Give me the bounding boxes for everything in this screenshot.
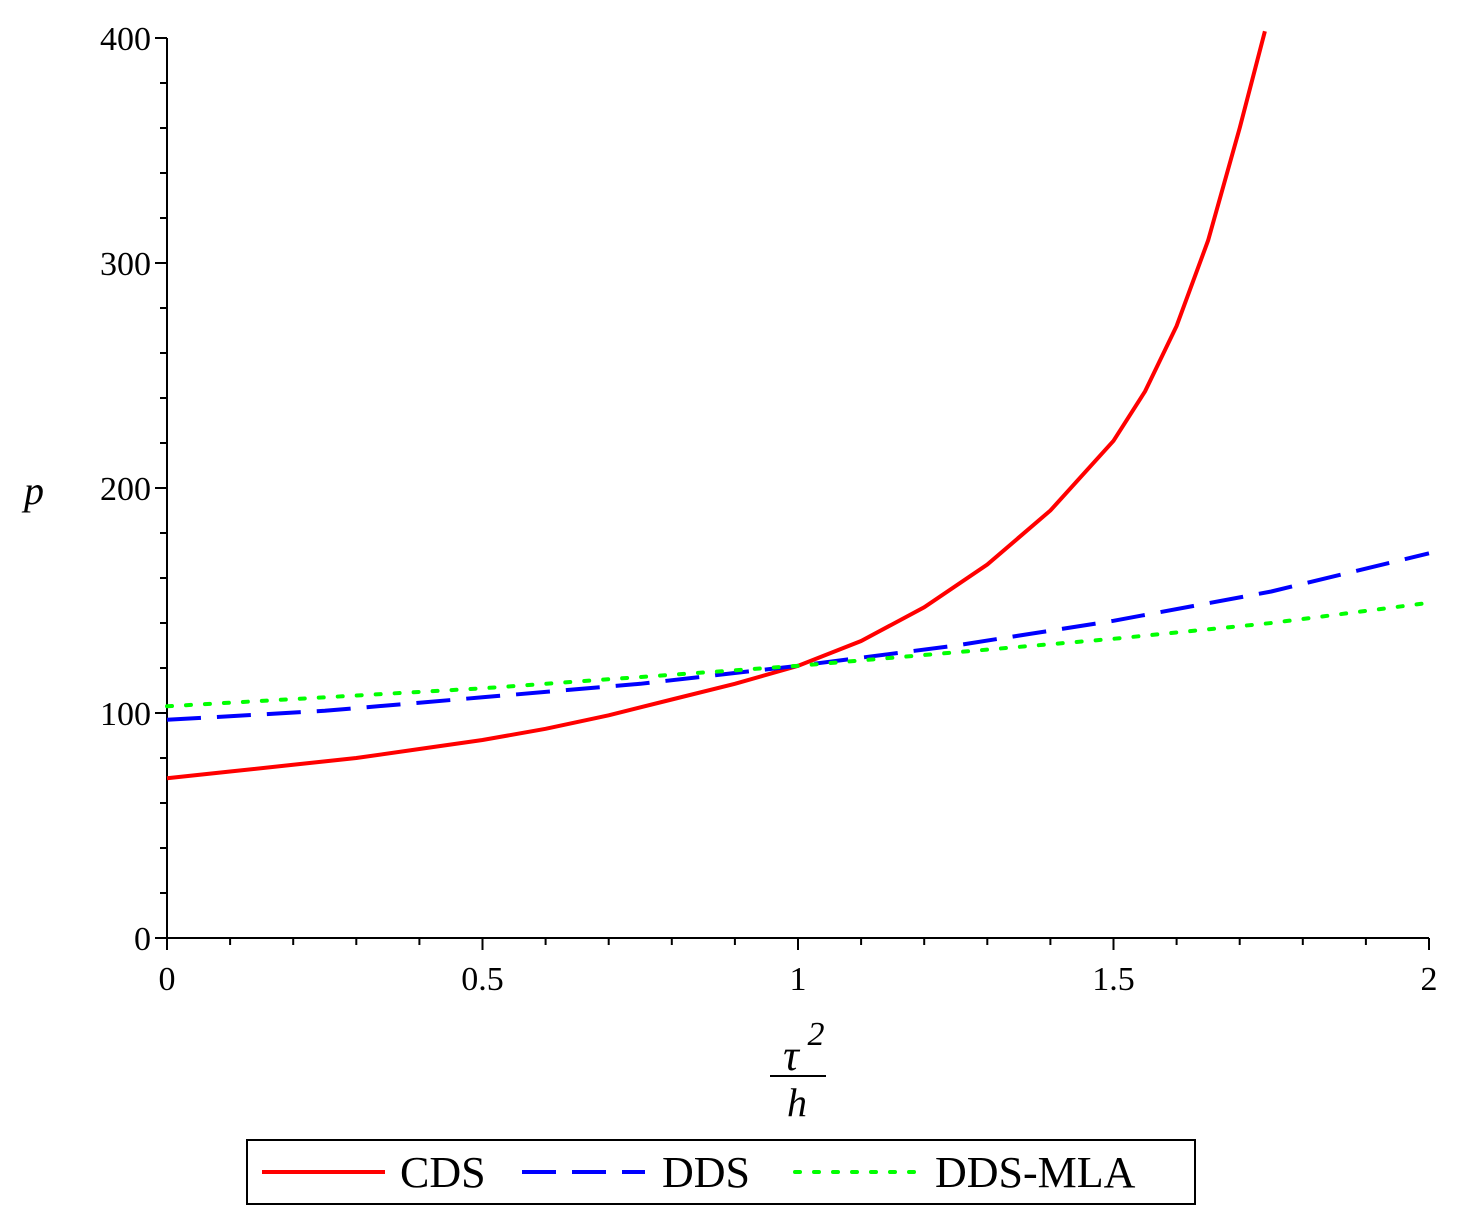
chart-series	[165, 30, 1431, 781]
y-tick-label: 0	[134, 921, 151, 958]
y-tick-label: 200	[100, 471, 151, 508]
x-tick-label: 2	[1421, 961, 1438, 998]
y-tick-label: 300	[100, 246, 151, 283]
y-tick-label: 100	[100, 696, 151, 733]
x-tick-label: 0	[159, 961, 176, 998]
legend-label-dds: DDS	[662, 1148, 750, 1197]
y-tick-label: 400	[100, 21, 151, 58]
x-tick-label: 1	[790, 961, 807, 998]
chart-legend: CDS DDS DDS-MLA	[246, 1139, 1196, 1205]
x-axis-label-exponent: 2	[808, 1016, 825, 1053]
x-axis-label-numerator: τ	[783, 1031, 801, 1080]
y-axis-label: p	[21, 468, 44, 513]
legend-frame	[246, 1139, 1196, 1205]
legend-label-dds-mla: DDS-MLA	[935, 1148, 1136, 1197]
x-axis-label-denominator: h	[787, 1080, 807, 1125]
series-line-dds-mla	[165, 600, 1431, 709]
x-axis-label: τ 2 h	[770, 1016, 826, 1125]
series-line-cds	[166, 30, 1267, 781]
legend-label-cds: CDS	[400, 1148, 486, 1197]
chart-ticks: 0 0.5 1 1.5 2 0 100 200 300 400	[100, 21, 1438, 998]
x-tick-label: 0.5	[461, 961, 504, 998]
x-tick-label: 1.5	[1092, 961, 1135, 998]
chart-axes	[166, 38, 1429, 939]
